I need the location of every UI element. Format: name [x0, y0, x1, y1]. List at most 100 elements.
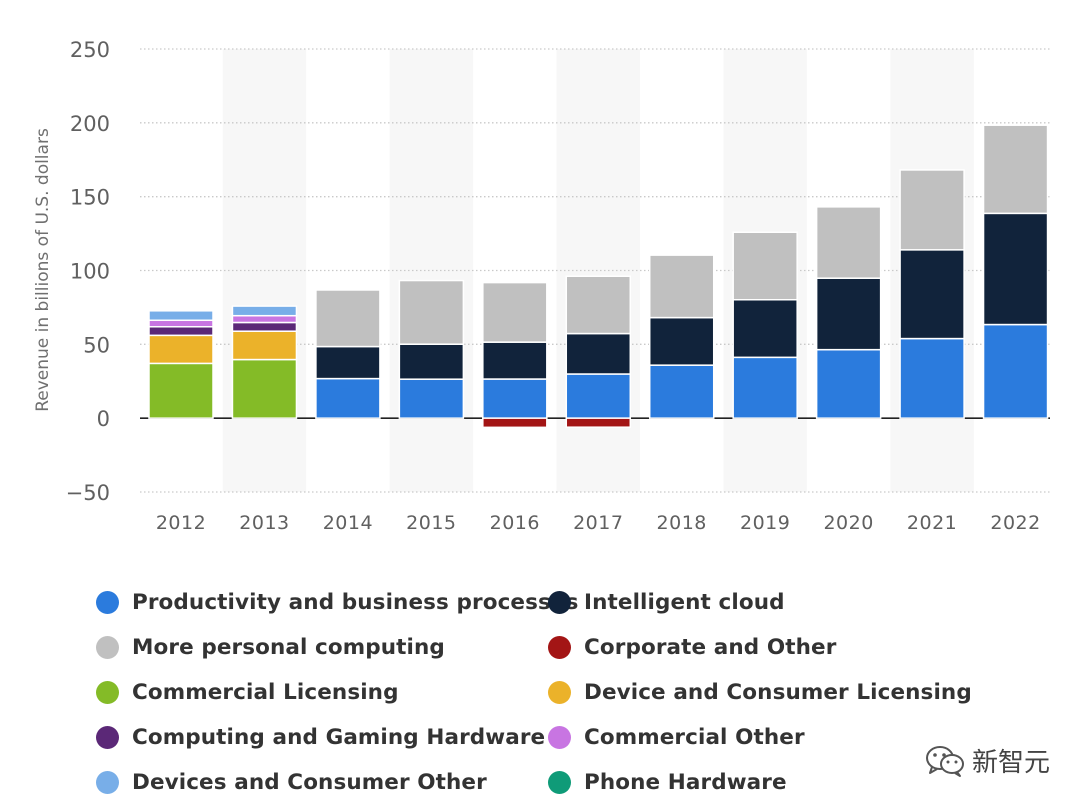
- legend-item-commercial-licensing[interactable]: Commercial Licensing: [96, 670, 548, 715]
- x-tick-label: 2020: [823, 512, 873, 534]
- x-tick-label: 2012: [156, 512, 206, 534]
- bar-segment-productivity-and-business-processes[interactable]: [398, 378, 465, 419]
- legend-item-computing-and-gaming-hardware[interactable]: Computing and Gaming Hardware: [96, 715, 548, 760]
- bar-segment-intelligent-cloud[interactable]: [398, 343, 465, 380]
- bar-segment-productivity-and-business-processes[interactable]: [565, 373, 632, 419]
- bar-segment-productivity-and-business-processes[interactable]: [315, 377, 381, 419]
- bar-segment-corporate-and-other[interactable]: [565, 417, 632, 428]
- bar-segment-computing-and-gaming-hardware[interactable]: [148, 326, 214, 337]
- bar-segment-more-personal-computing[interactable]: [982, 124, 1049, 215]
- bar-stack-2017[interactable]: [565, 275, 632, 428]
- bar-segment-intelligent-cloud[interactable]: [482, 341, 548, 380]
- bar-stack-2015[interactable]: [398, 279, 465, 419]
- bar-segment-more-personal-computing[interactable]: [565, 275, 632, 335]
- legend-item-devices-and-consumer-other[interactable]: Devices and Consumer Other: [96, 760, 548, 805]
- bar-stack-2013[interactable]: [231, 305, 298, 419]
- y-tick-label: 100: [70, 260, 110, 284]
- y-tick-label: 50: [83, 333, 110, 357]
- legend-dot-icon: [548, 771, 571, 794]
- legend-dot-icon: [96, 771, 119, 794]
- y-axis-ticks: 250 200 150 100 50 0 −50: [66, 38, 110, 505]
- legend-dot-icon: [96, 681, 119, 704]
- bar-segment-more-personal-computing[interactable]: [899, 169, 965, 251]
- bar-segment-more-personal-computing[interactable]: [732, 231, 798, 301]
- bar-segment-more-personal-computing[interactable]: [815, 206, 882, 279]
- bar-segment-productivity-and-business-processes[interactable]: [815, 348, 882, 419]
- x-tick-label: 2018: [657, 512, 707, 534]
- bar-stack-2012[interactable]: [148, 310, 214, 419]
- legend-dot-icon: [548, 636, 571, 659]
- bar-segment-device-and-consumer-licensing[interactable]: [231, 330, 298, 361]
- legend-dot-icon: [548, 681, 571, 704]
- legend-label: Phone Hardware: [584, 770, 787, 795]
- bar-stack-2021[interactable]: [899, 169, 965, 419]
- legend-label: Computing and Gaming Hardware: [132, 725, 546, 750]
- legend-item-commercial-other[interactable]: Commercial Other: [548, 715, 968, 760]
- y-tick-label: 250: [70, 38, 110, 62]
- x-tick-label: 2014: [323, 512, 373, 534]
- x-tick-label: 2021: [907, 512, 957, 534]
- bar-segment-intelligent-cloud[interactable]: [565, 332, 632, 375]
- x-tick-label: 2017: [573, 512, 623, 534]
- legend-dot-icon: [548, 726, 571, 749]
- bar-segment-more-personal-computing[interactable]: [482, 281, 548, 343]
- bar-stack-2022[interactable]: [982, 124, 1049, 419]
- legend-label: Devices and Consumer Other: [132, 770, 487, 795]
- bar-segment-device-and-consumer-licensing[interactable]: [148, 334, 214, 365]
- bar-segment-more-personal-computing[interactable]: [648, 254, 715, 319]
- legend-label: Corporate and Other: [584, 635, 837, 660]
- legend-item-device-and-consumer-licensing[interactable]: Device and Consumer Licensing: [548, 670, 972, 715]
- bar-segment-productivity-and-business-processes[interactable]: [899, 337, 965, 419]
- bar-segment-computing-and-gaming-hardware[interactable]: [231, 321, 298, 332]
- legend-label: Device and Consumer Licensing: [584, 680, 972, 705]
- bar-stack-2020[interactable]: [815, 206, 882, 419]
- legend-item-more-personal-computing[interactable]: More personal computing: [96, 625, 548, 670]
- bar-segment-productivity-and-business-processes[interactable]: [482, 378, 548, 419]
- x-tick-label: 2015: [406, 512, 456, 534]
- bar-segment-devices-and-consumer-other[interactable]: [231, 305, 298, 317]
- bar-segment-more-personal-computing[interactable]: [315, 289, 381, 348]
- y-tick-label: 0: [97, 407, 110, 431]
- legend-item-corporate-and-other[interactable]: Corporate and Other: [548, 625, 968, 670]
- bar-segment-intelligent-cloud[interactable]: [899, 249, 965, 340]
- x-tick-label: 2016: [490, 512, 540, 534]
- legend-item-phone-hardware[interactable]: Phone Hardware: [548, 760, 968, 805]
- watermark-text: 新智元: [971, 748, 1050, 778]
- bar-segment-intelligent-cloud[interactable]: [315, 345, 381, 380]
- bar-segment-productivity-and-business-processes[interactable]: [982, 323, 1049, 419]
- legend-item-intelligent-cloud[interactable]: Intelligent cloud: [548, 580, 968, 625]
- bar-segment-intelligent-cloud[interactable]: [982, 212, 1049, 326]
- bar-segment-commercial-licensing[interactable]: [148, 362, 214, 419]
- bar-segment-more-personal-computing[interactable]: [398, 279, 465, 345]
- bar-segment-productivity-and-business-processes[interactable]: [732, 356, 798, 419]
- bar-segment-commercial-other[interactable]: [148, 319, 214, 328]
- wechat-icon: [925, 745, 964, 777]
- legend-label: Commercial Licensing: [132, 680, 399, 705]
- bar-stack-2019[interactable]: [732, 231, 798, 419]
- bar-stacks: [148, 124, 1049, 429]
- bar-segment-productivity-and-business-processes[interactable]: [648, 364, 715, 419]
- legend-dot-icon: [96, 591, 119, 614]
- y-tick-label: 150: [70, 186, 110, 210]
- bar-segment-intelligent-cloud[interactable]: [732, 298, 798, 359]
- bar-segment-commercial-licensing[interactable]: [231, 358, 298, 419]
- bar-segment-devices-and-consumer-other[interactable]: [148, 310, 214, 322]
- legend-dot-icon: [96, 726, 119, 749]
- legend-label: Commercial Other: [584, 725, 805, 750]
- x-tick-label: 2022: [990, 512, 1040, 534]
- legend-item-productivity-and-business-processes[interactable]: Productivity and business processes: [96, 580, 578, 625]
- bar-segment-commercial-other[interactable]: [231, 314, 298, 324]
- bar-segment-corporate-and-other[interactable]: [482, 417, 548, 429]
- legend-label: Productivity and business processes: [132, 590, 579, 615]
- y-tick-label: −50: [66, 481, 110, 505]
- x-tick-label: 2013: [239, 512, 289, 534]
- legend-dot-icon: [96, 636, 119, 659]
- bar-stack-2018[interactable]: [648, 254, 715, 419]
- bar-stack-2016[interactable]: [482, 281, 548, 429]
- bar-segment-intelligent-cloud[interactable]: [815, 277, 882, 351]
- legend-label: Intelligent cloud: [584, 590, 785, 615]
- bar-stack-2014[interactable]: [315, 289, 381, 419]
- bar-segment-intelligent-cloud[interactable]: [648, 316, 715, 366]
- x-axis-ticks: 2012 2013 2014 2015 2016 2017 2018 2019 2020 2021…: [156, 512, 1040, 534]
